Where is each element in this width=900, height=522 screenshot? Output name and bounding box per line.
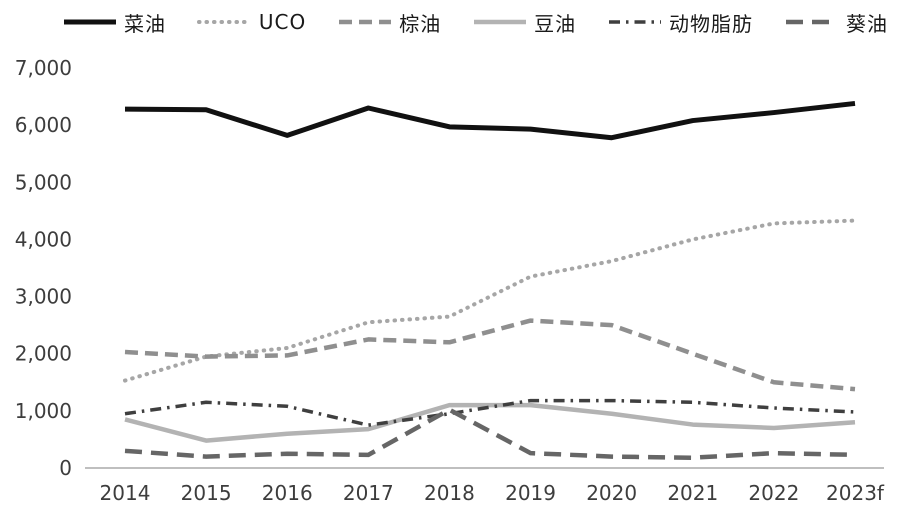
x-tick-label: 2014 (100, 481, 151, 505)
legend-item-soybean-oil: 豆油 (472, 8, 576, 37)
y-tick-label: 7,000 (15, 56, 72, 80)
y-tick-label: 5,000 (15, 170, 72, 194)
x-tick-label: 2020 (586, 481, 637, 505)
y-tick-label: 3,000 (15, 285, 72, 309)
legend-item-rapeseed-oil: 菜油 (62, 8, 166, 37)
y-tick-label: 2,000 (15, 342, 72, 366)
x-tick-label: 2015 (181, 481, 232, 505)
x-tick-label: 2017 (343, 481, 394, 505)
legend-swatch-rapeseed-oil (64, 19, 116, 25)
legend-swatch-animal-fat (609, 20, 662, 24)
series-line-animal-fat (124, 398, 856, 427)
y-tick-label: 0 (59, 456, 72, 480)
legend-label-animal-fat: 动物脂肪 (669, 11, 754, 36)
series-line-uco (123, 218, 857, 383)
chart-legend: 菜油 UCO 棕油 豆油 动物脂肪 葵油 (62, 6, 888, 38)
legend-label-sunflower-oil: 葵油 (845, 11, 888, 36)
legend-item-animal-fat: 动物脂肪 (607, 8, 753, 37)
legend-item-palm-oil: 棕油 (337, 8, 441, 37)
legend-swatch-soybean-oil (474, 19, 527, 25)
legend-label-uco: UCO (258, 10, 307, 34)
legend-label-soybean-oil: 豆油 (534, 11, 577, 36)
x-tick-label: 2018 (424, 481, 475, 505)
series-line-palm-oil (124, 318, 856, 392)
x-tick-label: 2022 (748, 481, 799, 505)
x-tick-label: 2021 (667, 481, 718, 505)
y-tick-label: 4,000 (15, 227, 72, 251)
legend-swatch-uco (196, 20, 253, 24)
x-tick-label: 2023f (826, 481, 885, 505)
series-line-sunflower-oil (124, 407, 856, 460)
legend-swatch-sunflower-oil (785, 19, 838, 25)
x-tick-label: 2019 (505, 481, 556, 505)
legend-item-uco: UCO (196, 10, 307, 34)
legend-label-palm-oil: 棕油 (399, 11, 442, 36)
legend-swatch-palm-oil (339, 19, 392, 25)
legend-label-rapeseed-oil: 菜油 (124, 11, 166, 36)
plot-area: 0 1,000 2,000 3,000 4,000 5,000 6,000 7,000 2014… (0, 36, 900, 522)
x-tick-label: 2016 (262, 481, 313, 505)
series-line-rapeseed-oil (124, 100, 856, 141)
legend-item-sunflower-oil: 葵油 (784, 8, 888, 37)
chart-canvas: 0 1,000 2,000 3,000 4,000 5,000 6,000 7,000 2014… (15, 56, 885, 505)
y-tick-label: 6,000 (15, 113, 72, 137)
series-line-soybean-oil (124, 402, 856, 443)
y-tick-label: 1,000 (15, 399, 72, 423)
